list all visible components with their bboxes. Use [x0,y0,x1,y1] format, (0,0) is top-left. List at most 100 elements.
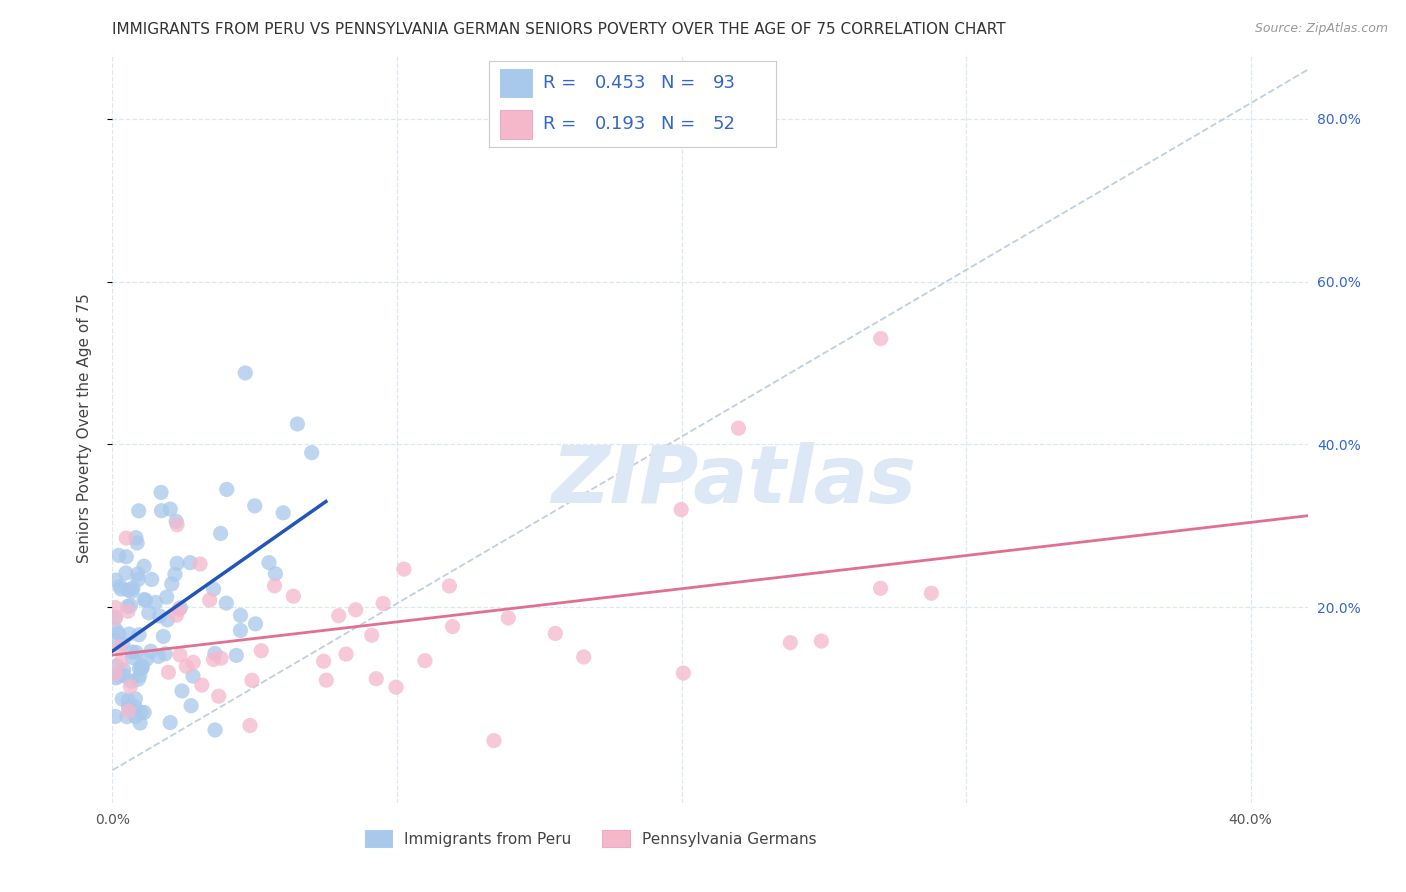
Point [150,504,173,518]
Point [160,577,183,591]
Point [669,502,692,516]
Point [869,332,891,346]
Point [264,566,287,581]
Point [245,616,267,631]
Point [243,499,266,513]
Point [271,506,294,520]
Point [117,693,139,707]
Point [124,709,146,723]
Point [209,651,232,665]
Point [120,674,142,689]
Text: IMMIGRANTS FROM PERU VS PENNSYLVANIA GERMAN SENIORS POVERTY OVER THE AGE OF 75 C: IMMIGRANTS FROM PERU VS PENNSYLVANIA GER… [112,22,1007,37]
Point [215,596,238,610]
Point [344,603,367,617]
Point [118,627,141,641]
Point [117,700,139,714]
Point [115,549,138,564]
Point [202,582,225,596]
Point [139,644,162,658]
Point [169,648,191,662]
Point [157,665,180,680]
Point [869,582,891,596]
Point [108,579,131,593]
Point [301,445,323,459]
Point [129,661,152,675]
Point [229,608,252,623]
Point [117,583,139,598]
Point [125,531,148,545]
Y-axis label: Seniors Poverty Over the Age of 75: Seniors Poverty Over the Age of 75 [77,293,91,563]
Point [413,654,436,668]
Point [263,579,285,593]
Point [544,626,567,640]
Point [209,526,232,541]
Point [111,637,134,651]
Point [149,609,172,624]
Point [810,634,832,648]
Point [179,556,201,570]
Point [148,649,170,664]
Point [110,655,132,669]
Point [150,485,173,500]
Point [498,611,520,625]
Point [360,628,382,642]
Point [156,590,179,604]
Point [125,645,148,659]
Point [208,690,231,704]
Point [141,573,163,587]
Point [204,723,226,737]
Point [166,517,188,532]
Point [112,663,135,677]
Point [117,704,139,718]
Point [128,668,150,682]
Point [111,692,134,706]
Point [167,602,190,616]
Point [225,648,247,663]
Point [283,589,305,603]
Point [131,658,153,673]
Point [134,593,156,607]
Point [104,671,127,685]
Point [128,628,150,642]
Point [155,647,177,661]
Point [128,504,150,518]
Point [366,672,388,686]
Point [672,666,695,681]
Point [163,567,186,582]
Point [181,656,204,670]
Point [104,600,127,615]
Point [129,716,152,731]
Point [120,599,142,613]
Point [198,593,221,607]
Point [191,678,214,692]
Point [122,581,145,595]
Point [176,659,198,673]
Point [250,643,273,657]
Point [202,652,225,666]
Point [482,733,505,747]
Point [127,566,149,581]
Point [335,647,357,661]
Text: ZIPatlas: ZIPatlas [551,442,917,520]
Point [727,421,749,435]
Point [229,624,252,638]
Point [315,673,337,688]
Point [132,592,155,607]
Point [135,652,157,666]
Point [121,584,143,599]
Point [180,698,202,713]
Legend: Immigrants from Peru, Pennsylvania Germans: Immigrants from Peru, Pennsylvania Germa… [360,825,821,851]
Point [287,417,309,431]
Point [128,661,150,675]
Point [124,700,146,714]
Point [107,626,129,640]
Point [134,706,156,720]
Point [127,673,149,687]
Point [104,622,127,636]
Point [159,502,181,516]
Point [439,579,461,593]
Point [233,366,256,380]
Text: Source: ZipAtlas.com: Source: ZipAtlas.com [1254,22,1388,36]
Point [240,673,263,688]
Point [181,669,204,683]
